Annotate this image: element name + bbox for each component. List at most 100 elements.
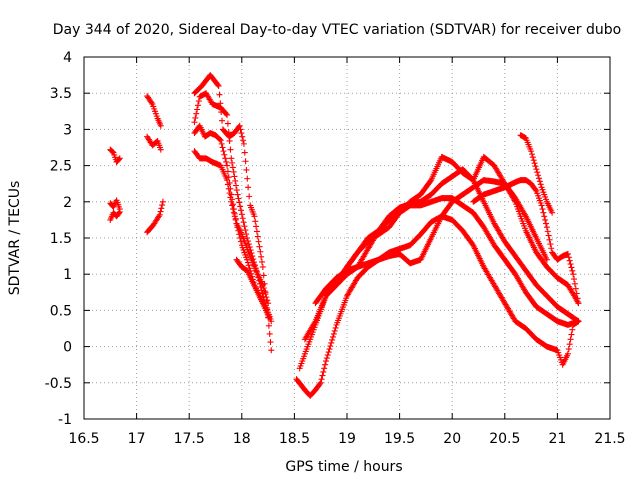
- data-point: [565, 346, 572, 353]
- data-point: [528, 148, 535, 155]
- data-point: [235, 195, 242, 202]
- data-point: [159, 198, 166, 205]
- data-point: [320, 368, 327, 375]
- data-point: [193, 110, 200, 117]
- data-point: [328, 339, 335, 346]
- data-point: [564, 350, 571, 357]
- data-point: [530, 157, 537, 164]
- y-tick-label: 0: [63, 340, 72, 356]
- data-point: [566, 257, 573, 264]
- data-point: [260, 272, 267, 279]
- data-point: [548, 245, 555, 252]
- data-point: [216, 136, 223, 143]
- data-point: [157, 122, 164, 129]
- data-point: [214, 81, 221, 88]
- axis-ticks: [83, 56, 611, 420]
- data-point: [534, 169, 541, 176]
- data-point: [331, 327, 338, 334]
- data-point: [242, 158, 249, 165]
- x-tick-labels: 16.5 17 17.5 18 18.5 19 19.5 20 20.5 21 21.5: [68, 431, 625, 447]
- data-point: [231, 213, 238, 220]
- x-tick-label: 17: [128, 431, 146, 447]
- data-point: [268, 347, 275, 354]
- data-point: [230, 168, 237, 175]
- data-point: [253, 228, 260, 235]
- data-point: [532, 163, 539, 170]
- data-point: [266, 330, 273, 337]
- data-point: [194, 102, 201, 109]
- data-point: [234, 191, 241, 198]
- x-tick-label: 16.5: [68, 431, 99, 447]
- data-point: [244, 235, 251, 241]
- data-point: [240, 140, 247, 147]
- data-point: [195, 98, 202, 105]
- data-point: [233, 220, 240, 227]
- data-point: [268, 318, 275, 325]
- data-point: [238, 207, 245, 214]
- data-point: [219, 117, 226, 124]
- data-point: [572, 285, 579, 292]
- data-point: [573, 290, 580, 297]
- data-point: [148, 99, 155, 106]
- x-tick-label: 18.5: [279, 431, 310, 447]
- data-point: [245, 262, 252, 269]
- data-point: [566, 341, 573, 348]
- plot-frame: [83, 56, 611, 420]
- series-track-b: [107, 197, 123, 213]
- data-point: [253, 223, 260, 230]
- data-point: [255, 238, 262, 245]
- data-point: [258, 253, 265, 260]
- y-tick-label: -1: [58, 412, 72, 428]
- data-point: [239, 133, 246, 140]
- data-point: [157, 208, 164, 215]
- data-point: [546, 236, 553, 243]
- data-point: [155, 213, 162, 220]
- data-point: [568, 264, 575, 271]
- data-point: [259, 300, 266, 307]
- y-tick-label: 2.5: [50, 159, 72, 175]
- data-point: [244, 175, 251, 182]
- x-tick-label: 21.5: [594, 431, 625, 447]
- data-point: [262, 291, 269, 298]
- data-point: [216, 91, 223, 98]
- data-point: [116, 155, 123, 162]
- data-point: [329, 333, 336, 340]
- data-point: [159, 202, 166, 209]
- data-point: [567, 261, 574, 268]
- data-point: [537, 181, 544, 188]
- data-point: [246, 193, 253, 200]
- data-point: [532, 186, 539, 193]
- data-point: [529, 154, 536, 161]
- data-point: [116, 208, 123, 215]
- data-point: [329, 336, 336, 343]
- y-tick-label: -0.5: [45, 376, 72, 392]
- data-point: [252, 218, 259, 225]
- x-tick-label: 20.5: [489, 431, 520, 447]
- data-point: [263, 294, 270, 301]
- data-point: [109, 148, 116, 155]
- data-point: [228, 198, 235, 205]
- series-track-d: [144, 93, 164, 129]
- data-point: [427, 178, 434, 185]
- data-point: [538, 202, 545, 209]
- data-point: [233, 187, 240, 194]
- data-point: [574, 317, 581, 324]
- data-point: [115, 156, 122, 163]
- data-point: [223, 158, 230, 165]
- x-tick-label: 21: [548, 431, 566, 447]
- y-tick-label: 3: [63, 122, 72, 138]
- data-point: [321, 365, 328, 372]
- data-point: [265, 322, 272, 329]
- data-point: [229, 164, 236, 171]
- data-point: [244, 259, 251, 266]
- data-point: [569, 267, 576, 274]
- data-point: [531, 160, 538, 167]
- data-point: [115, 210, 122, 217]
- data-point: [539, 206, 546, 213]
- data-point: [260, 285, 267, 292]
- data-point: [224, 111, 231, 118]
- x-tick-label: 20: [443, 431, 461, 447]
- data-point: [570, 271, 577, 278]
- x-tick-label: 19: [338, 431, 356, 447]
